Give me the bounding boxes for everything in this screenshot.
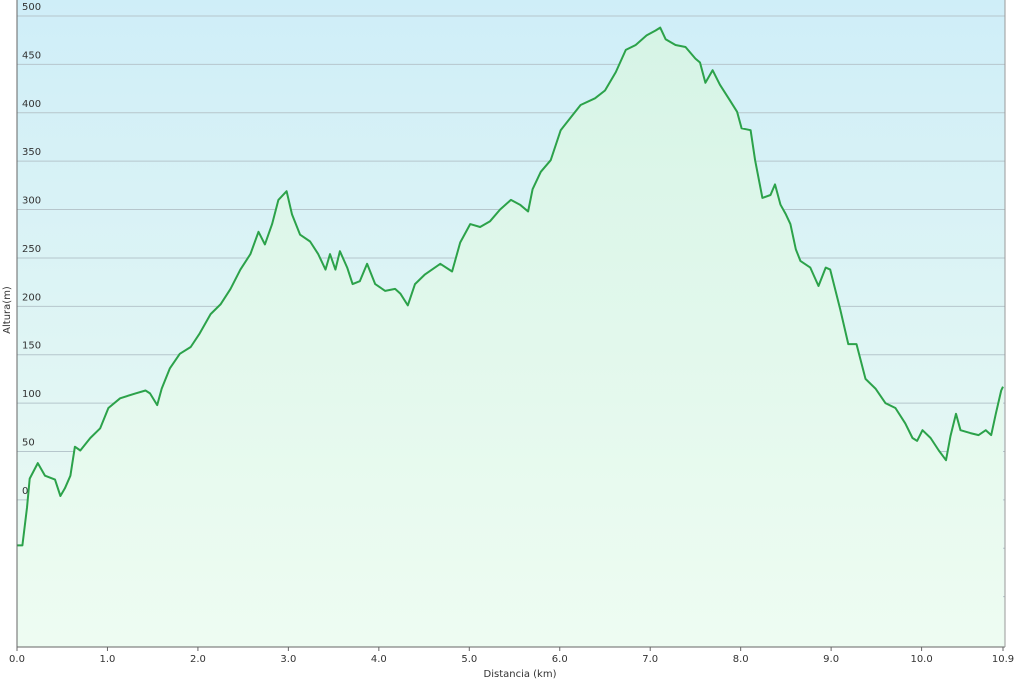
- x-tick-label: 0.0: [9, 654, 25, 665]
- x-tick-label: 6.0: [552, 654, 568, 665]
- y-tick-label: 50: [22, 438, 35, 449]
- y-tick-label: 300: [22, 196, 41, 207]
- x-tick-label: 4.0: [371, 654, 387, 665]
- x-tick-label: 9.0: [823, 654, 839, 665]
- y-tick-label: 450: [22, 50, 41, 61]
- y-tick-label: 500: [22, 2, 41, 13]
- elevation-line: [17, 26, 1004, 547]
- x-tick-label: 2.0: [190, 654, 206, 665]
- y-axis-label: Altura(m): [2, 286, 13, 334]
- y-tick-label: 100: [22, 389, 41, 400]
- y-tick-label: 250: [22, 244, 41, 255]
- x-tick-label: 1.0: [100, 654, 116, 665]
- x-tick-label: 10.9: [992, 654, 1014, 665]
- x-axis-label: Distancia (km): [484, 669, 557, 680]
- x-tick-label: 10.0: [910, 654, 932, 665]
- y-tick-label: 400: [22, 99, 41, 110]
- y-tick-label: 150: [22, 341, 41, 352]
- y-tick-label: 0: [22, 486, 28, 497]
- x-tick-label: 5.0: [461, 654, 477, 665]
- x-tick-label: 7.0: [642, 654, 658, 665]
- x-tick-label: 8.0: [733, 654, 749, 665]
- y-tick-label: 350: [22, 147, 41, 158]
- y-tick-label: 200: [22, 292, 41, 303]
- area-fill: [17, 27, 1003, 648]
- x-tick-label: 3.0: [280, 654, 296, 665]
